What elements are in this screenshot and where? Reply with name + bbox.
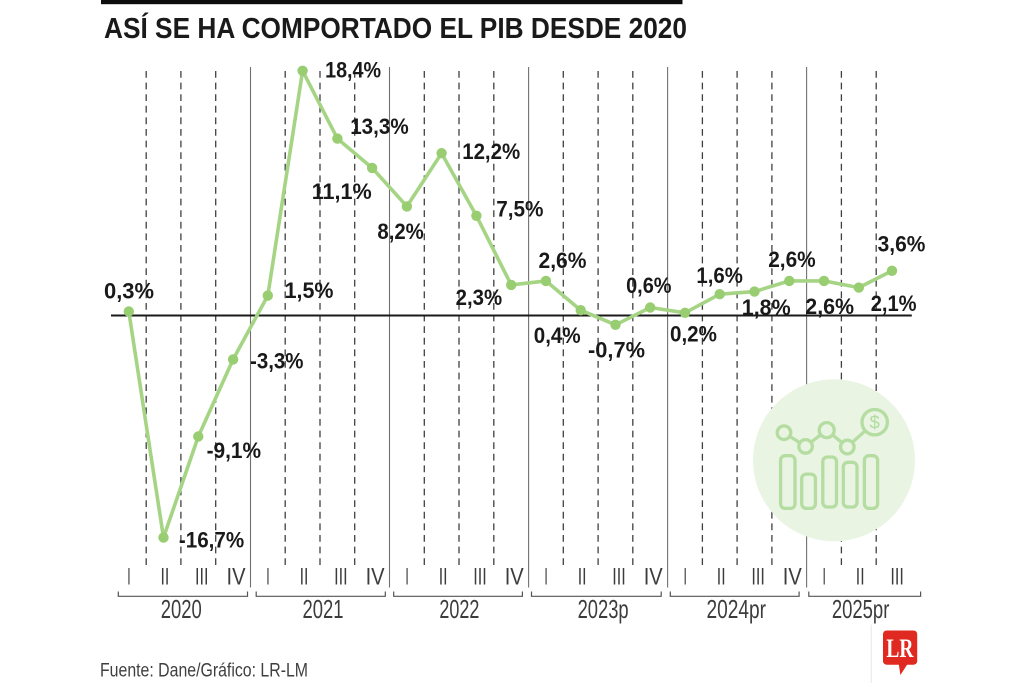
svg-text:11,1%: 11,1% [312,179,372,204]
svg-text:1,5%: 1,5% [285,278,334,303]
svg-text:IV: IV [644,564,663,591]
svg-text:-3,3%: -3,3% [250,348,304,373]
svg-text:0,4%: 0,4% [534,323,581,348]
svg-text:13,3%: 13,3% [350,114,409,139]
svg-text:18,4%: 18,4% [325,58,381,83]
svg-text:III: III [334,564,348,591]
svg-text:0,2%: 0,2% [670,322,717,347]
svg-text:0,3%: 0,3% [104,278,154,303]
svg-text:-16,7%: -16,7% [179,527,244,552]
svg-text:2020: 2020 [161,594,202,624]
svg-text:3,6%: 3,6% [878,232,926,257]
svg-text:Fuente: Dane/Gráfico: LR-LM: Fuente: Dane/Gráfico: LR-LM [100,660,308,681]
svg-text:2022: 2022 [439,594,479,624]
svg-text:II: II [856,564,865,591]
svg-text:I: I [266,564,269,591]
svg-text:0,6%: 0,6% [626,273,671,298]
svg-text:IV: IV [366,564,385,591]
svg-text:2023p: 2023p [578,594,629,624]
svg-text:I: I [684,564,687,591]
svg-text:III: III [473,564,487,591]
svg-text:III: III [195,564,209,591]
svg-text:I: I [823,564,826,591]
svg-text:1,8%: 1,8% [742,295,791,320]
svg-text:2024pr: 2024pr [706,594,766,624]
svg-text:I: I [544,564,547,591]
svg-text:2,6%: 2,6% [805,294,854,319]
svg-text:-0,7%: -0,7% [588,338,645,363]
svg-text:LR: LR [886,634,913,663]
svg-text:II: II [300,564,309,591]
svg-text:I: I [127,564,130,591]
svg-text:$: $ [870,412,880,433]
svg-text:IV: IV [783,564,802,591]
svg-text:1,6%: 1,6% [696,263,743,288]
svg-text:IV: IV [227,564,246,591]
svg-text:8,2%: 8,2% [377,219,423,244]
svg-text:ASÍ SE HA COMPORTADO EL PIB DE: ASÍ SE HA COMPORTADO EL PIB DESDE 2020 [104,11,687,45]
svg-text:2,6%: 2,6% [539,248,587,273]
svg-text:I: I [405,564,408,591]
svg-text:II: II [161,564,170,591]
svg-text:III: III [890,564,904,591]
svg-text:2021: 2021 [303,594,344,624]
svg-text:2,1%: 2,1% [871,291,917,316]
svg-text:III: III [751,564,765,591]
svg-text:2025pr: 2025pr [832,594,890,624]
svg-text:-9,1%: -9,1% [207,438,262,463]
svg-text:II: II [578,564,587,591]
svg-text:III: III [612,564,626,591]
svg-text:2,3%: 2,3% [456,285,503,310]
svg-text:2,6%: 2,6% [768,247,816,272]
svg-text:7,5%: 7,5% [496,197,543,222]
svg-text:IV: IV [505,564,524,591]
svg-text:II: II [717,564,726,591]
svg-text:12,2%: 12,2% [462,139,520,164]
svg-text:II: II [439,564,448,591]
